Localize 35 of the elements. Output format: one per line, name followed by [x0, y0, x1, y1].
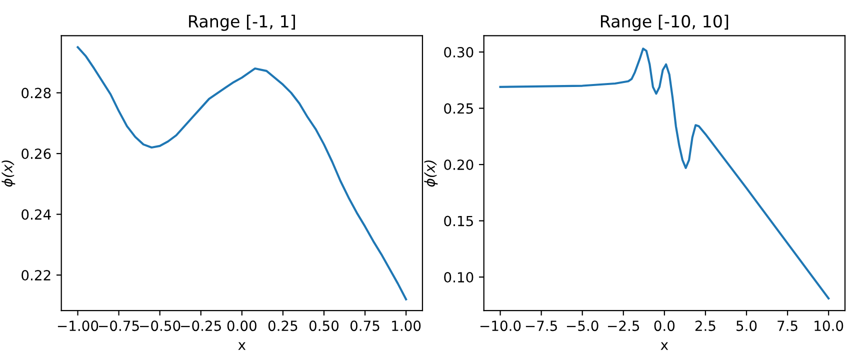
y-tick-label: 0.22	[22, 270, 50, 281]
x-axis-title: x	[238, 342, 246, 350]
x-tick-label: −1.00	[58, 320, 98, 332]
x-tick-label: −5.0	[566, 320, 598, 332]
y-tick-label: 0.28	[22, 88, 51, 98]
y-tick-label: 0.26	[22, 148, 51, 160]
x-tick-label: 7.5	[778, 320, 798, 332]
x-tick-label: 0.0	[654, 320, 675, 332]
line-series	[499, 48, 830, 300]
x-tick-label: 5.0	[736, 320, 757, 332]
x-tick-label: 0.75	[350, 320, 380, 332]
x-tick-label: 0.50	[309, 320, 339, 332]
x-tick-label: −0.75	[98, 320, 139, 332]
x-tick-label: 10.0	[814, 320, 844, 332]
x-tick-label: −10.0	[480, 320, 521, 332]
x-tick-label: 0.25	[268, 320, 298, 332]
x-tick-label: 1.00	[392, 320, 421, 332]
x-tick-label: −7.5	[526, 320, 557, 332]
y-tick-label: 0.30	[444, 46, 474, 58]
y-tick-label: 0.15	[444, 216, 473, 226]
y-tick-label: 0.24	[22, 209, 51, 220]
chart-title: Range [-1, 1]	[189, 14, 295, 31]
line-series	[76, 46, 408, 300]
y-tick-label: 0.20	[444, 160, 474, 170]
x-tick-label: −0.50	[140, 320, 180, 332]
x-tick-label: 0.00	[227, 320, 256, 332]
y-axis-title: ϕ(x)	[424, 160, 438, 187]
y-tick-label: 0.25	[444, 103, 473, 114]
x-tick-label: −0.25	[181, 320, 221, 332]
chart-title: Range [-10, 10]	[600, 14, 728, 31]
x-axis-title: x	[660, 342, 668, 350]
x-tick-label: −2.5	[608, 320, 640, 332]
y-tick-label: 0.10	[444, 272, 474, 283]
y-axis-title: ϕ(x)	[2, 160, 16, 187]
x-tick-label: 2.5	[695, 320, 716, 332]
